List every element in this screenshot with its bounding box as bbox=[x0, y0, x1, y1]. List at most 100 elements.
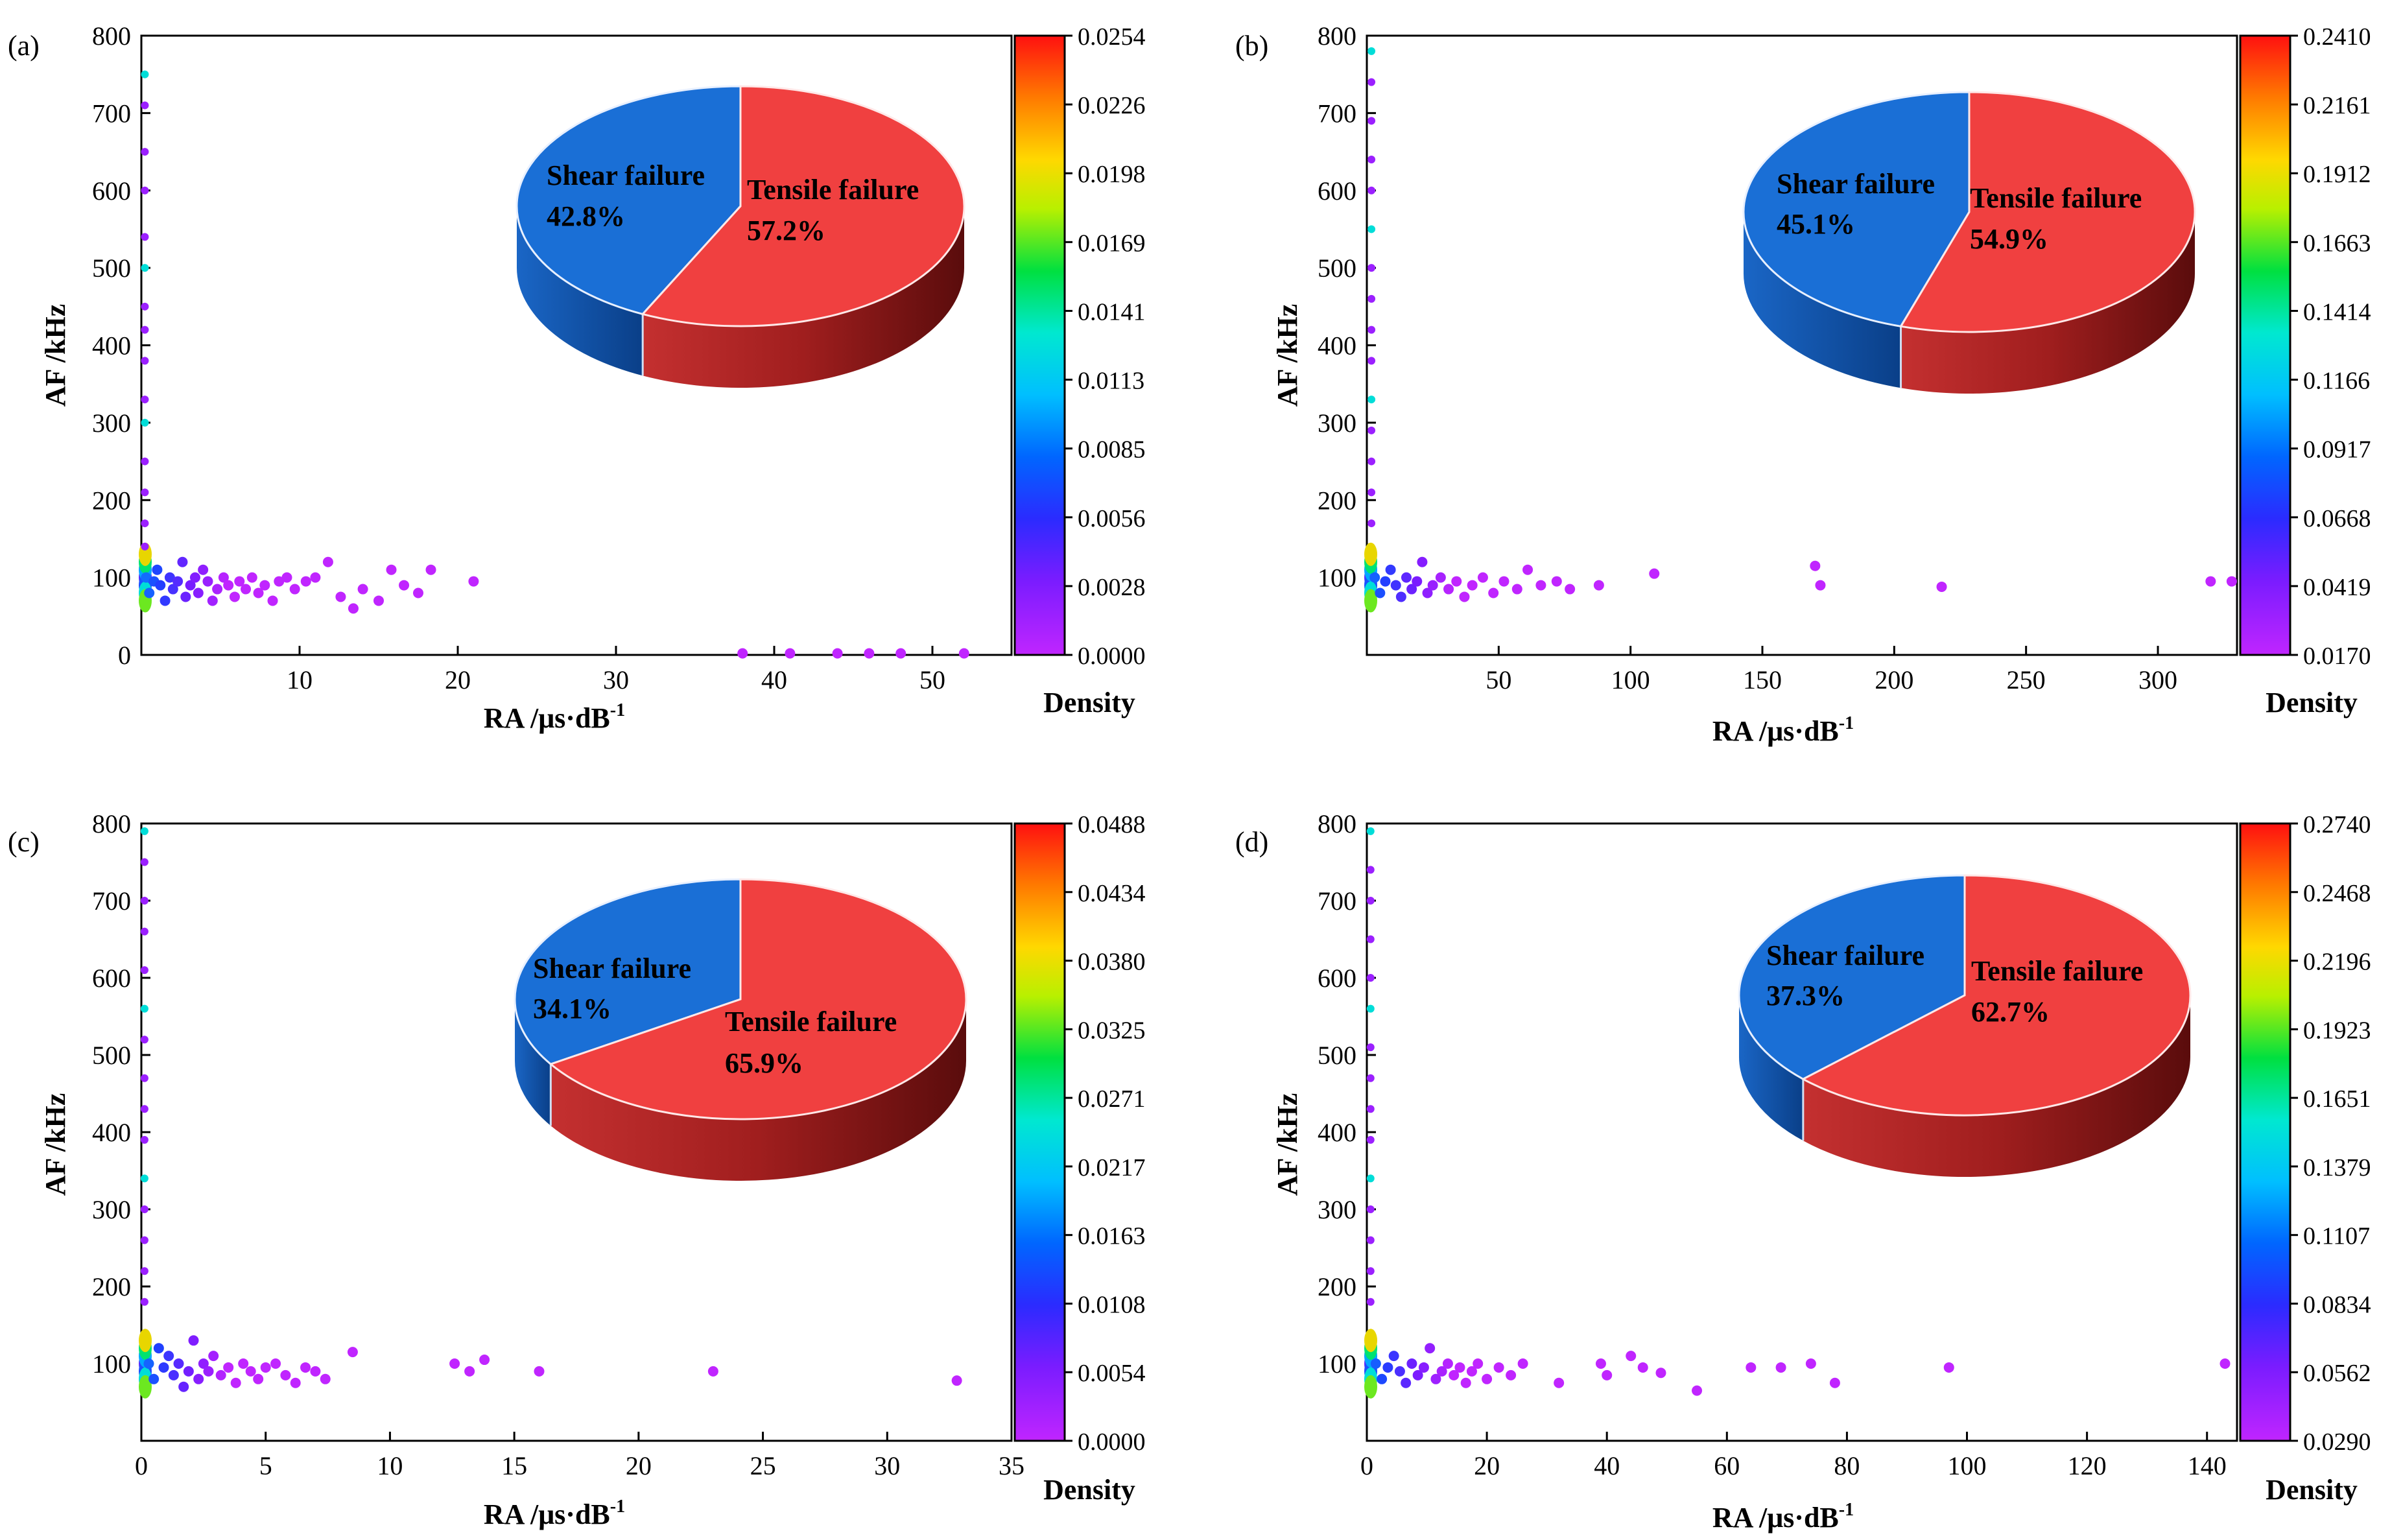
scatter-point bbox=[189, 572, 200, 583]
y-tick-label: 600 bbox=[92, 964, 131, 993]
axis-point bbox=[140, 1236, 148, 1244]
pie-slice-tensile bbox=[1801, 874, 2192, 1117]
scatter-point bbox=[373, 595, 384, 606]
y-tick-label: 500 bbox=[1318, 254, 1356, 283]
panel-d: (d) RA /μs·dB-1 AF /kHz Density Shear fa… bbox=[1235, 826, 2358, 1534]
scatter-point bbox=[1425, 1343, 1436, 1354]
x-tick-label: 300 bbox=[2138, 665, 2177, 694]
pie-value-shear: 42.8% bbox=[547, 200, 625, 232]
pie-side bbox=[517, 206, 964, 388]
axis-point bbox=[141, 70, 149, 78]
colorbar-tick-label: 0.1414 bbox=[2303, 298, 2371, 326]
colorbar-tick-label: 0.0113 bbox=[1078, 368, 1144, 395]
x-tick-label: 35 bbox=[999, 1451, 1024, 1480]
panel-a: (a) RA /μs·dB-1 AF /kHz Density Shear fa… bbox=[8, 30, 1135, 734]
scatter-point bbox=[153, 1343, 164, 1354]
pie-slice-tensile bbox=[1899, 91, 2196, 333]
pie-value-tensile: 57.2% bbox=[747, 215, 825, 246]
axis-point bbox=[1367, 264, 1376, 272]
colorbar-tick-label: 0.0198 bbox=[1078, 161, 1146, 188]
scatter-point bbox=[203, 1366, 214, 1377]
pie-side-tensile bbox=[1803, 995, 2190, 1178]
scatter-point bbox=[1595, 1358, 1606, 1369]
scatter-point bbox=[158, 1362, 169, 1373]
scatter-point bbox=[1746, 1362, 1757, 1373]
pie-side bbox=[1744, 212, 2195, 394]
axis-point bbox=[1367, 357, 1376, 365]
axis-point bbox=[140, 858, 148, 866]
y-tick-label: 500 bbox=[92, 1041, 131, 1070]
pie-label-shear: Shear failure bbox=[1777, 168, 1935, 200]
y-tick-label: 800 bbox=[92, 21, 131, 51]
x-tick-label: 30 bbox=[874, 1451, 900, 1480]
axis-point bbox=[141, 542, 149, 551]
scatter-point bbox=[399, 580, 410, 591]
pie-side-shear bbox=[515, 999, 551, 1126]
y-tick-label: 700 bbox=[1318, 99, 1356, 128]
pie-label-tensile: Tensile failure bbox=[1971, 955, 2143, 987]
scatter-point bbox=[143, 1358, 154, 1369]
scatter-point bbox=[310, 572, 321, 583]
colorbar-tick-label: 0.1166 bbox=[2303, 368, 2370, 395]
axis-point bbox=[141, 233, 149, 241]
scatter-point bbox=[1593, 580, 1604, 591]
colorbar: 0.0290 0.0562 0.0834 0.1107 0.1379 0.1651 0.19… bbox=[2239, 811, 2371, 1456]
scatter-point bbox=[180, 591, 191, 602]
y-tick-label: 400 bbox=[92, 1118, 131, 1147]
scatter-point bbox=[168, 1369, 179, 1380]
scatter-point bbox=[479, 1355, 490, 1366]
pie-slice-shear bbox=[1742, 91, 1971, 327]
pie-value-shear: 37.3% bbox=[1766, 980, 1845, 1012]
axis-point bbox=[141, 357, 149, 365]
scatter-point bbox=[1810, 560, 1821, 571]
pie-label-shear: Shear failure bbox=[533, 953, 691, 984]
scatter-point bbox=[1602, 1369, 1613, 1380]
x-tick-label: 50 bbox=[919, 665, 945, 694]
scatter-point bbox=[1427, 580, 1438, 591]
scatter-point bbox=[1401, 572, 1412, 583]
colorbar-tick-label: 0.0562 bbox=[2303, 1360, 2371, 1387]
scatter-point bbox=[1451, 576, 1462, 587]
scatter-point bbox=[1493, 1362, 1504, 1373]
x-tick-label: 0 bbox=[135, 1451, 148, 1480]
colorbar-tick-label: 0.0434 bbox=[1078, 880, 1146, 907]
colorbar-tick-label: 0.0419 bbox=[2303, 574, 2371, 601]
scatter-point bbox=[1395, 591, 1406, 602]
axis-point bbox=[141, 418, 149, 427]
scatter-point bbox=[172, 576, 183, 587]
scatter-point bbox=[1517, 1358, 1528, 1369]
y-axis-label: AF /kHz bbox=[40, 304, 71, 407]
scatter-point bbox=[1435, 572, 1446, 583]
axis-point bbox=[1367, 294, 1376, 303]
axis-point bbox=[1367, 519, 1376, 528]
scatter-point bbox=[468, 576, 479, 587]
axis-point bbox=[1366, 1205, 1375, 1213]
colorbar-tick-label: 0.2161 bbox=[2303, 92, 2371, 119]
colorbar-tick-label: 0.0163 bbox=[1078, 1223, 1146, 1250]
scatter-point bbox=[1390, 580, 1401, 591]
x-tick-label: 200 bbox=[1875, 665, 1913, 694]
scatter-point bbox=[1406, 584, 1417, 595]
y-tick-label: 300 bbox=[92, 1195, 131, 1224]
colorbar-tick-label: 0.0028 bbox=[1078, 574, 1146, 601]
colorbar-tick-label: 0.0108 bbox=[1078, 1291, 1146, 1318]
scatter-point bbox=[300, 1362, 311, 1373]
y-tick-label: 700 bbox=[92, 886, 131, 916]
y-tick-label: 700 bbox=[92, 99, 131, 128]
scatter-point bbox=[1936, 581, 1947, 592]
scatter-point bbox=[246, 572, 257, 583]
scatter-point bbox=[144, 587, 155, 598]
scatter-point bbox=[281, 572, 292, 583]
scatter-point bbox=[234, 576, 245, 587]
colorbar-tick-label: 0.0226 bbox=[1078, 92, 1146, 119]
colorbar-tick-label: 0.2410 bbox=[2303, 23, 2371, 51]
pie-side-tensile bbox=[643, 206, 964, 388]
scatter-point bbox=[335, 591, 346, 602]
scatter-point bbox=[270, 1358, 281, 1369]
cluster-mark bbox=[1364, 589, 1377, 613]
scatter-point bbox=[707, 1366, 718, 1377]
pie-label-tensile: Tensile failure bbox=[725, 1006, 897, 1037]
scatter-point bbox=[320, 1373, 331, 1384]
colorbar-label: Density bbox=[1043, 687, 1135, 718]
